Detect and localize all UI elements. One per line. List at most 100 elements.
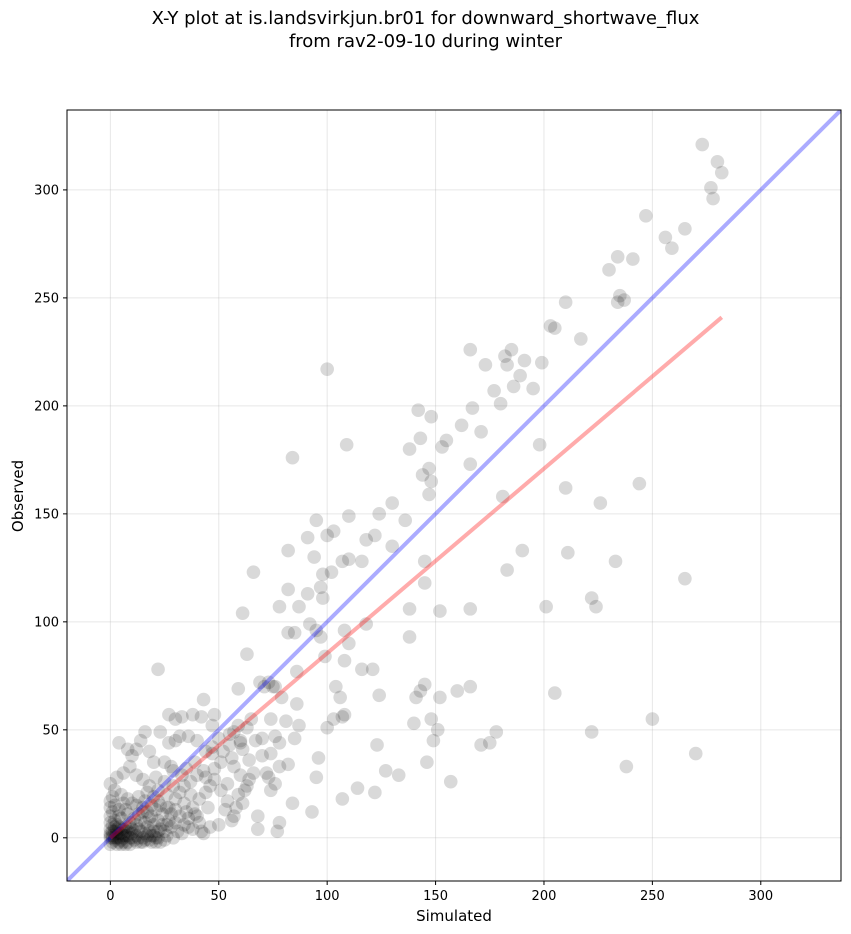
data-point bbox=[103, 800, 118, 815]
data-point bbox=[175, 768, 189, 782]
x-tick-label: 250 bbox=[640, 889, 665, 904]
data-point bbox=[103, 826, 118, 841]
data-point bbox=[168, 733, 183, 748]
data-point bbox=[300, 530, 315, 545]
data-point bbox=[300, 586, 315, 601]
data-point bbox=[281, 543, 295, 558]
x-tick-label: 50 bbox=[210, 889, 227, 904]
data-point bbox=[142, 744, 157, 759]
data-point bbox=[110, 770, 124, 785]
data-point bbox=[263, 712, 278, 726]
data-point bbox=[313, 630, 328, 644]
data-point bbox=[500, 358, 514, 372]
data-point bbox=[114, 787, 129, 802]
data-point bbox=[168, 712, 183, 726]
data-point bbox=[665, 241, 679, 256]
data-point bbox=[127, 833, 142, 847]
data-point bbox=[207, 707, 222, 722]
data-point bbox=[216, 744, 230, 759]
data-point bbox=[110, 818, 124, 832]
data-point bbox=[151, 662, 165, 677]
data-point bbox=[589, 599, 603, 614]
data-point bbox=[103, 794, 118, 808]
data-point bbox=[190, 809, 204, 824]
data-point bbox=[138, 826, 152, 841]
data-point bbox=[138, 833, 152, 847]
data-point bbox=[368, 785, 382, 800]
data-point bbox=[227, 725, 241, 739]
data-point bbox=[255, 748, 269, 763]
data-point bbox=[422, 487, 436, 502]
data-point bbox=[159, 828, 174, 843]
data-point bbox=[335, 710, 350, 724]
y-tick-label: 50 bbox=[42, 723, 59, 738]
data-point bbox=[706, 191, 720, 206]
data-point bbox=[493, 396, 508, 411]
data-point bbox=[103, 822, 118, 836]
data-point bbox=[107, 833, 122, 847]
data-point bbox=[411, 403, 426, 417]
data-point bbox=[159, 818, 174, 832]
data-point bbox=[639, 209, 653, 223]
data-point bbox=[463, 457, 478, 471]
data-point bbox=[136, 835, 150, 849]
data-point bbox=[617, 293, 631, 307]
data-point bbox=[272, 599, 287, 614]
data-point bbox=[292, 599, 306, 614]
data-point bbox=[435, 440, 449, 454]
x-tick-label: 200 bbox=[532, 889, 557, 904]
data-point bbox=[704, 180, 718, 195]
data-point bbox=[402, 442, 417, 456]
data-point bbox=[203, 820, 217, 834]
data-point bbox=[166, 764, 181, 778]
data-point bbox=[105, 818, 120, 832]
data-point bbox=[272, 735, 287, 750]
data-point bbox=[149, 831, 163, 845]
data-point bbox=[151, 813, 165, 828]
data-point bbox=[463, 602, 478, 616]
data-point bbox=[107, 798, 122, 813]
grid bbox=[67, 110, 841, 881]
data-point bbox=[144, 798, 159, 813]
data-point bbox=[159, 787, 174, 802]
data-point bbox=[224, 751, 239, 765]
data-point bbox=[166, 831, 181, 845]
data-point bbox=[196, 692, 211, 707]
data-point bbox=[112, 820, 126, 834]
data-point bbox=[123, 759, 137, 774]
data-point bbox=[188, 755, 202, 770]
data-point bbox=[155, 807, 170, 821]
data-point bbox=[385, 539, 400, 554]
data-point bbox=[415, 468, 430, 482]
data-point bbox=[198, 770, 213, 785]
data-point bbox=[166, 779, 181, 793]
data-point bbox=[333, 690, 347, 705]
data-point bbox=[140, 820, 155, 834]
data-point bbox=[287, 731, 302, 746]
data-point bbox=[402, 630, 417, 644]
data-point bbox=[140, 828, 155, 843]
data-point bbox=[133, 824, 148, 839]
data-point bbox=[227, 809, 241, 824]
data-point bbox=[177, 818, 191, 832]
data-point bbox=[114, 833, 129, 847]
data-point bbox=[313, 580, 328, 595]
data-point bbox=[181, 811, 196, 826]
data-point bbox=[103, 828, 118, 843]
chart-title-line2: from rav2-09-10 during winter bbox=[288, 31, 563, 52]
data-point bbox=[433, 690, 447, 705]
data-point bbox=[192, 815, 207, 830]
data-point bbox=[185, 822, 200, 836]
data-point bbox=[231, 718, 246, 733]
data-point bbox=[263, 783, 278, 798]
data-point bbox=[103, 815, 118, 830]
data-point bbox=[168, 792, 183, 806]
axis-ticks: 0 50 100 150 200 250 300 0 50 100 150 200 250 300 bbox=[34, 183, 773, 904]
data-point bbox=[250, 822, 265, 836]
data-point bbox=[185, 800, 200, 815]
data-point bbox=[526, 381, 540, 396]
data-point bbox=[474, 738, 488, 752]
x-tick-label: 100 bbox=[315, 889, 340, 904]
data-point bbox=[153, 725, 168, 739]
